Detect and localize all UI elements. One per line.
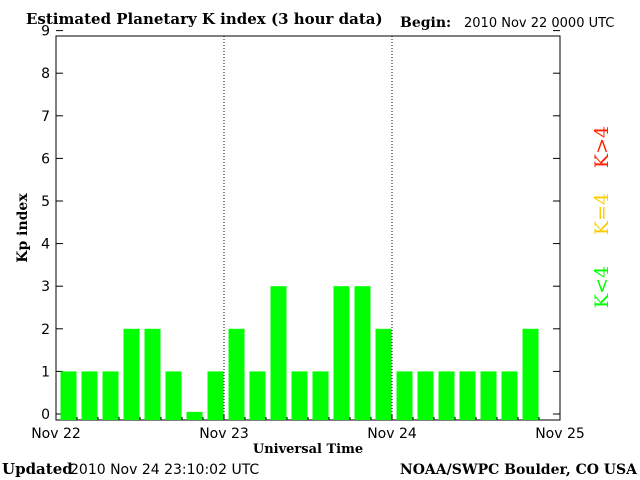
kp-bar — [123, 328, 140, 420]
y-tick-label: 4 — [41, 237, 50, 253]
legend-item: K>4 — [591, 126, 613, 168]
y-tick-label: 8 — [41, 66, 50, 82]
kp-bar — [312, 371, 329, 420]
kp-bar — [249, 371, 266, 420]
y-tick-label: 2 — [41, 322, 50, 338]
y-tick-label: 5 — [41, 194, 50, 210]
x-tick-label: Nov 22 — [31, 426, 81, 442]
x-axis-label: Universal Time — [253, 442, 363, 457]
y-tick-label: 6 — [41, 151, 50, 167]
kp-bar — [144, 328, 161, 420]
x-tick-label: Nov 24 — [367, 426, 417, 442]
kp-bar — [501, 371, 518, 420]
begin-value: 2010 Nov 22 0000 UTC — [464, 16, 614, 31]
y-tick-label: 0 — [41, 407, 50, 423]
kp-bar — [102, 371, 119, 420]
y-tick-label: 1 — [41, 364, 50, 380]
begin-label: Begin: — [400, 15, 451, 31]
chart-title: Estimated Planetary K index (3 hour data… — [26, 10, 383, 28]
kp-bar — [522, 328, 539, 420]
kp-bar — [291, 371, 308, 420]
kp-bar — [396, 371, 413, 420]
updated-label: Updated — [2, 460, 73, 478]
kp-bar — [459, 371, 476, 420]
kp-bar — [165, 371, 182, 420]
kp-bar — [480, 371, 497, 420]
kp-bar — [375, 328, 392, 420]
kp-bar — [207, 371, 224, 420]
legend-item: K=4 — [591, 193, 613, 235]
kp-bar — [438, 371, 455, 420]
kp-bar — [270, 286, 287, 420]
x-tick-label: Nov 23 — [199, 426, 249, 442]
source-credit: NOAA/SWPC Boulder, CO USA — [400, 462, 638, 478]
y-axis-label: Kp index — [15, 193, 31, 263]
kp-bar — [81, 371, 98, 420]
updated-value: 2010 Nov 24 23:10:02 UTC — [70, 462, 259, 478]
x-tick-label: Nov 25 — [535, 426, 585, 442]
y-tick-label: 9 — [41, 24, 50, 40]
y-tick-label: 3 — [41, 279, 50, 295]
kp-bar — [186, 411, 203, 420]
legend-item: K<4 — [591, 266, 613, 308]
kp-bar — [333, 286, 350, 420]
kp-bar — [228, 328, 245, 420]
kp-bar — [60, 371, 77, 420]
y-tick-label: 7 — [41, 109, 50, 125]
kp-bar — [354, 286, 371, 420]
kp-bar — [417, 371, 434, 420]
